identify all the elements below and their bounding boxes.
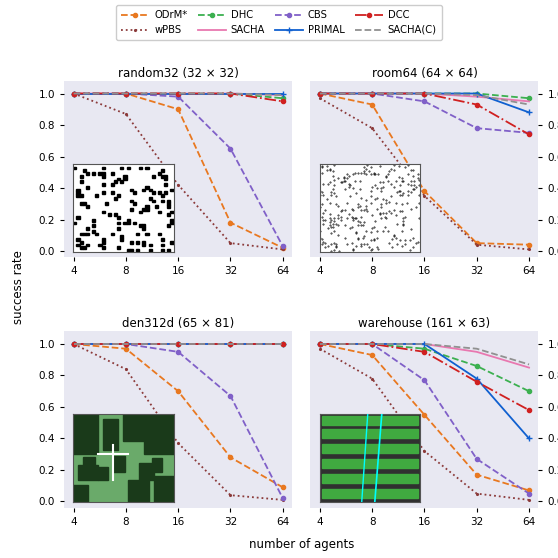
Title: den312d (65 × 81): den312d (65 × 81) — [122, 317, 234, 330]
Text: number of agents: number of agents — [249, 538, 354, 551]
Text: success rate: success rate — [12, 251, 25, 324]
Title: random32 (32 × 32): random32 (32 × 32) — [118, 67, 239, 80]
Legend: ODrM*, wPBS, DHC, SACHA, CBS, PRIMAL, DCC, SACHA(C): ODrM*, wPBS, DHC, SACHA, CBS, PRIMAL, DC… — [116, 5, 442, 40]
Title: warehouse (161 × 63): warehouse (161 × 63) — [358, 317, 490, 330]
Title: room64 (64 × 64): room64 (64 × 64) — [372, 67, 478, 80]
